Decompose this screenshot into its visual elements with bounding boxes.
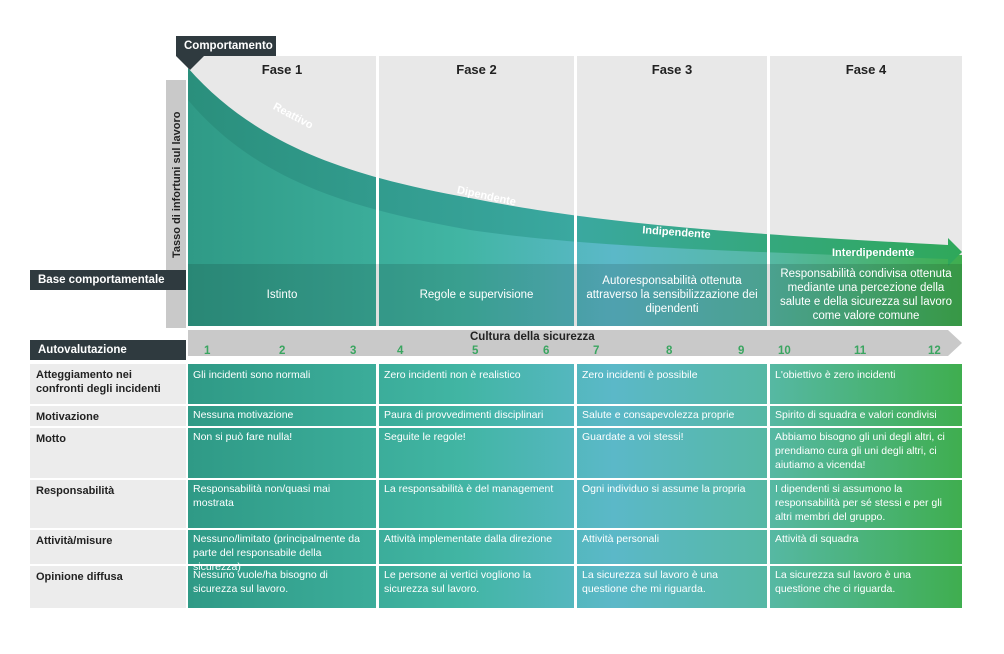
- curve-label-3: Indipendente: [642, 224, 711, 241]
- cell-motto-4: Abbiamo bisogno gli uni degli altri, ci …: [775, 431, 945, 471]
- phase-separator-1b: [376, 364, 379, 608]
- self-eval-tag: Autovalutazione: [30, 340, 186, 360]
- row-label-motivation: Motivazione: [30, 406, 186, 426]
- cell-opinion-1: Nessuno vuole/ha bisogno di sicurezza su…: [193, 569, 328, 595]
- score-9: 9: [738, 345, 745, 357]
- score-5: 5: [472, 345, 479, 357]
- score-8: 8: [666, 345, 673, 357]
- phase-title-3: Fase 3: [651, 62, 693, 77]
- score-11: 11: [854, 345, 867, 357]
- cell-activities-3: Attività personali: [582, 533, 660, 545]
- behavior-pointer: [176, 56, 204, 70]
- row-label-responsibility: Responsabilità: [30, 480, 186, 528]
- cell-motto-3: Guardate a voi stessi!: [582, 431, 684, 443]
- row-separator-1: [30, 404, 962, 406]
- score-3: 3: [350, 345, 357, 357]
- row-label-attitude: Atteggiamento nei confronti degli incide…: [30, 364, 186, 404]
- cell-responsibility-3: Ogni individuo si assume la propria: [582, 483, 746, 495]
- y-axis-label: Tasso di infortuni sul lavoro: [171, 111, 183, 258]
- cell-responsibility-1: Responsabilità non/quasi mai mostrata: [193, 483, 331, 509]
- cell-motivation-3: Salute e consapevolezza proprie: [582, 409, 735, 421]
- score-2: 2: [279, 345, 286, 357]
- phase-title-1: Fase 1: [261, 62, 303, 77]
- cell-motivation-4: Spirito di squadra e valori condivisi: [775, 409, 937, 421]
- culture-arrow: [188, 330, 962, 356]
- cell-motto-1: Non si può fare nulla!: [193, 431, 293, 443]
- basis-text-2: Regole e supervisione: [419, 289, 534, 301]
- cell-motto-2: Seguite le regole!: [384, 431, 466, 443]
- row-label-opinion: Opinione diffusa: [30, 566, 186, 608]
- behavior-tag: Comportamento: [176, 36, 276, 56]
- curve-label-4: Interdipendente: [832, 247, 915, 259]
- basis-text-3: Autoresponsabilità ottenuta attraverso l…: [586, 275, 758, 315]
- basis-text-1: Istinto: [266, 289, 298, 301]
- basis-tag: Base comportamentale: [30, 270, 186, 290]
- row-separator-2: [30, 426, 962, 428]
- cell-attitude-2: Zero incidenti non è realistico: [384, 369, 521, 381]
- cell-attitude-4: L'obiettivo è zero incidenti: [775, 369, 896, 381]
- cell-opinion-2: Le persone ai vertici vogliono la sicure…: [384, 569, 532, 595]
- y-axis-bar: [166, 80, 186, 328]
- basis-text-4: Responsabilità condivisa ottenuta median…: [780, 268, 952, 322]
- score-1: 1: [204, 345, 211, 357]
- cell-activities-2: Attività implementate dalla direzione: [384, 533, 553, 545]
- cell-attitude-3: Zero incidenti è possibile: [582, 369, 698, 381]
- cell-motivation-1: Nessuna motivazione: [193, 409, 294, 421]
- phase-title-2: Fase 2: [456, 62, 497, 77]
- cell-attitude-1: Gli incidenti sono normali: [193, 369, 311, 381]
- cell-responsibility-4: I dipendenti si assumono la responsabili…: [775, 483, 942, 523]
- cell-motivation-2: Paura di provvedimenti disciplinari: [384, 409, 544, 421]
- basis-band: [188, 264, 962, 326]
- cell-opinion-3: La sicurezza sul lavoro è una questione …: [582, 569, 718, 595]
- row-label-activities: Attività/misure: [30, 530, 186, 564]
- cell-activities-4: Attività di squadra: [775, 533, 859, 545]
- phase-title-4: Fase 4: [845, 62, 887, 77]
- row-separator-5: [30, 564, 962, 566]
- cell-activities-1: Nessuno/limitato (principalmente da part…: [193, 533, 360, 573]
- score-12: 12: [928, 345, 941, 357]
- score-7: 7: [593, 345, 600, 357]
- cell-responsibility-2: La responsabilità è del management: [384, 483, 554, 495]
- row-separator-3: [30, 478, 962, 480]
- score-10: 10: [778, 345, 791, 357]
- score-6: 6: [543, 345, 550, 357]
- row-separator-4: [30, 528, 962, 530]
- phase-separator-3b: [767, 364, 770, 608]
- culture-label: Cultura della sicurezza: [470, 331, 595, 343]
- row-label-motto: Motto: [30, 428, 186, 478]
- score-4: 4: [397, 345, 404, 357]
- phase-separator-2b: [574, 364, 577, 608]
- cell-opinion-4: La sicurezza sul lavoro è una questione …: [775, 569, 911, 595]
